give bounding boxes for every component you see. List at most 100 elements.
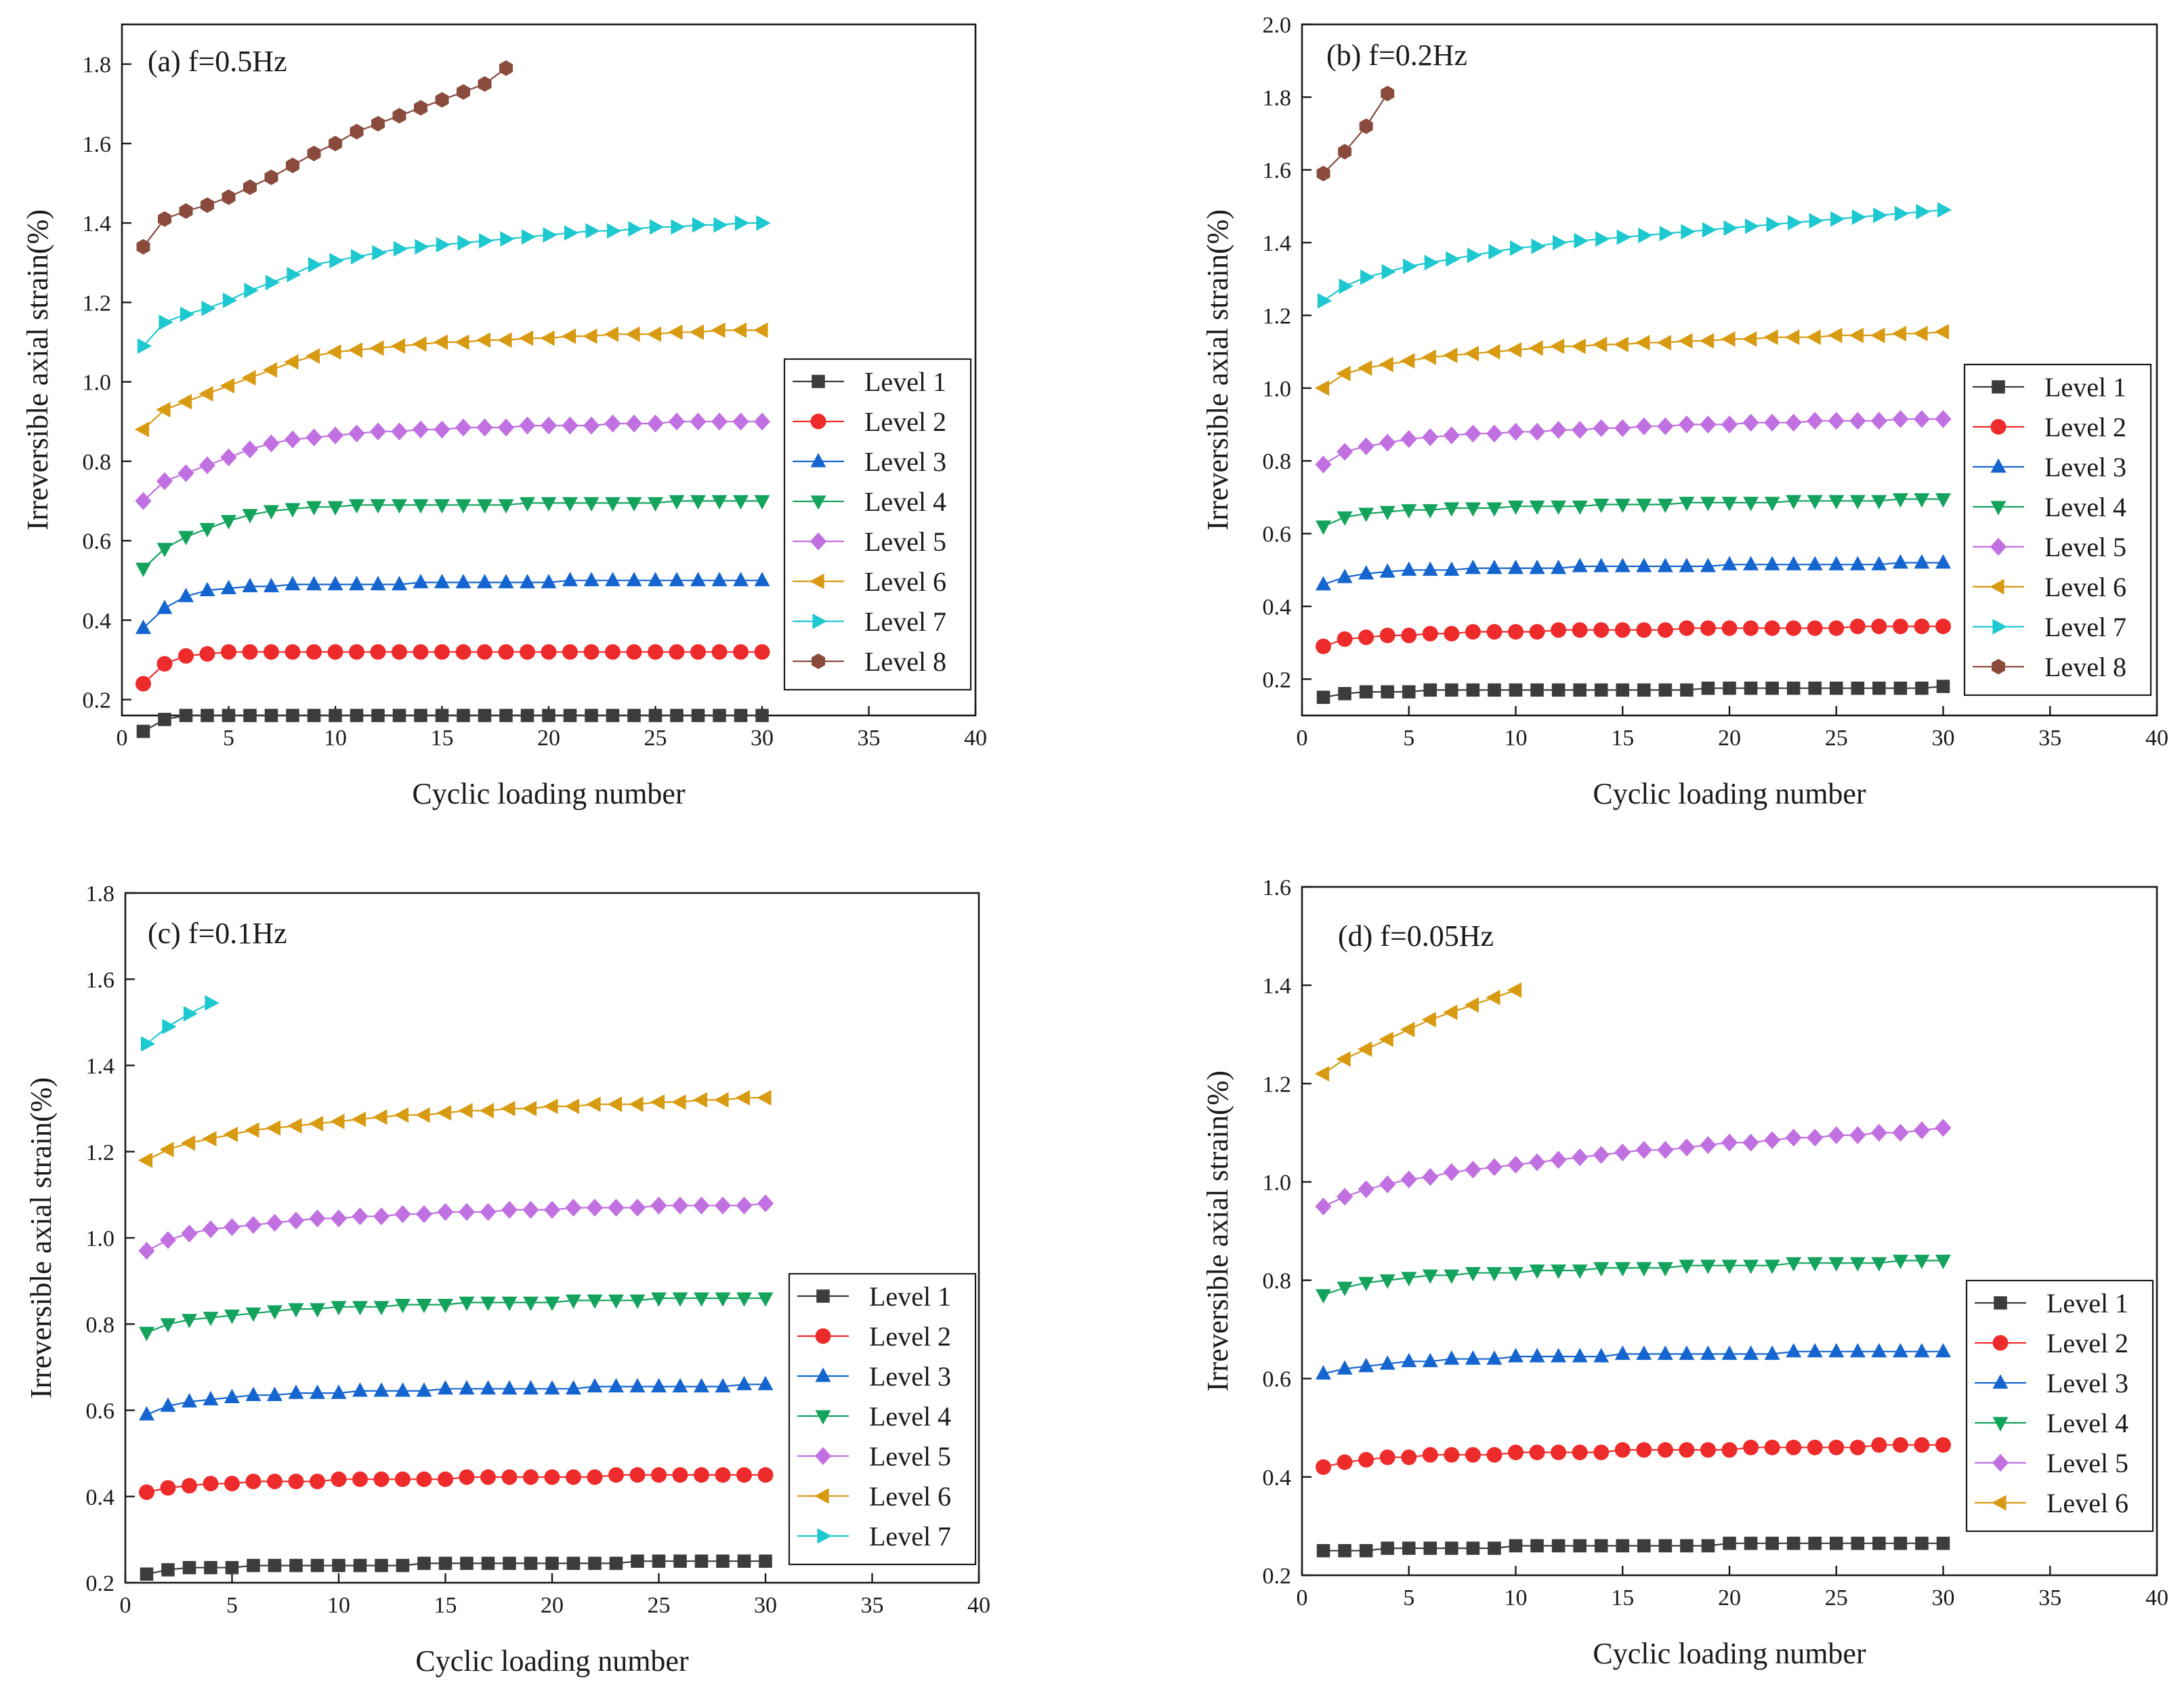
data-point xyxy=(221,579,236,594)
data-point xyxy=(522,1100,537,1117)
data-point xyxy=(138,1241,155,1260)
data-point xyxy=(285,644,301,660)
data-point xyxy=(1467,247,1482,264)
data-point xyxy=(1529,624,1545,640)
data-point xyxy=(1574,232,1589,249)
data-point xyxy=(716,1554,730,1568)
data-point xyxy=(1593,1348,1610,1363)
data-point xyxy=(1742,413,1759,432)
data-point xyxy=(373,1471,390,1487)
data-point xyxy=(1572,1264,1588,1279)
data-point xyxy=(480,1296,496,1312)
data-point xyxy=(608,1199,625,1217)
data-point xyxy=(371,709,385,722)
data-point xyxy=(1700,1345,1716,1360)
data-point xyxy=(625,326,640,342)
series-line xyxy=(1323,1350,1944,1375)
data-point xyxy=(1871,1257,1887,1272)
data-point xyxy=(267,1305,282,1320)
series-line xyxy=(1323,1127,1944,1207)
data-point xyxy=(649,219,665,235)
data-point xyxy=(1379,356,1393,373)
data-point xyxy=(288,1473,304,1489)
data-point xyxy=(198,386,213,402)
data-point xyxy=(330,1209,348,1228)
data-point xyxy=(668,324,683,340)
legend-marker xyxy=(812,613,827,629)
data-point xyxy=(1849,327,1864,344)
data-point xyxy=(373,1207,390,1226)
series-level-2 xyxy=(135,644,770,692)
data-point xyxy=(629,1467,646,1483)
data-point xyxy=(1915,1537,1929,1550)
series-level-4 xyxy=(139,1292,774,1342)
series-line xyxy=(142,651,762,684)
data-point xyxy=(1316,1459,1332,1475)
data-point xyxy=(711,644,728,660)
data-point xyxy=(286,709,299,722)
data-point xyxy=(737,1554,751,1568)
legend-marker xyxy=(1992,659,2005,675)
data-point xyxy=(1424,255,1439,271)
data-point xyxy=(241,370,256,386)
data-point xyxy=(459,1469,475,1485)
data-point xyxy=(331,1471,347,1487)
data-point xyxy=(371,116,385,132)
data-point xyxy=(1786,1439,1802,1455)
data-point xyxy=(1379,1031,1393,1047)
data-point xyxy=(672,1377,688,1393)
data-point xyxy=(715,1467,731,1483)
legend-marker xyxy=(816,1289,830,1303)
series-line xyxy=(1323,686,1944,699)
data-point xyxy=(566,1380,581,1395)
data-point xyxy=(694,1554,709,1568)
data-point xyxy=(1765,681,1779,695)
data-point xyxy=(1679,620,1695,636)
data-point xyxy=(478,76,492,92)
data-point xyxy=(415,1205,433,1224)
data-point xyxy=(437,1203,454,1221)
data-point xyxy=(1935,493,1951,508)
data-point xyxy=(264,505,279,520)
series-level-2 xyxy=(1316,1437,1951,1475)
data-point xyxy=(1358,629,1374,646)
data-point xyxy=(1807,1128,1824,1147)
data-point xyxy=(1466,1541,1480,1555)
data-point xyxy=(1637,683,1651,697)
series-line xyxy=(1322,989,1516,1075)
data-point xyxy=(392,108,406,124)
y-axis-title: Irreversible axial strain(%) xyxy=(1201,1071,1234,1392)
data-point xyxy=(1422,561,1438,576)
data-point xyxy=(1465,424,1482,443)
data-point xyxy=(1593,336,1608,352)
data-point xyxy=(393,241,408,257)
data-point xyxy=(566,1556,581,1571)
data-point xyxy=(1743,497,1759,512)
x-tick-label: 15 xyxy=(434,1593,457,1618)
data-point xyxy=(390,338,406,354)
y-tick-label: 1.8 xyxy=(1263,85,1292,110)
data-point xyxy=(330,1113,345,1129)
data-point xyxy=(714,1092,729,1108)
data-point xyxy=(350,709,364,722)
data-point xyxy=(243,179,257,195)
data-point xyxy=(736,1292,752,1307)
series-level-6 xyxy=(138,1089,772,1168)
data-point xyxy=(310,1384,325,1399)
data-point xyxy=(585,709,598,722)
data-point xyxy=(1422,1269,1438,1284)
y-tick-label: 0.4 xyxy=(1263,1466,1292,1491)
y-tick-label: 0.8 xyxy=(83,450,112,475)
data-point xyxy=(1636,558,1652,573)
data-point xyxy=(481,1556,495,1571)
data-point xyxy=(755,709,769,722)
data-point xyxy=(608,1377,624,1393)
data-point xyxy=(370,575,386,591)
data-point xyxy=(1702,222,1717,238)
data-point xyxy=(435,91,449,108)
data-point xyxy=(520,497,535,512)
data-point xyxy=(711,495,728,510)
series-line xyxy=(1323,562,1944,585)
data-point xyxy=(375,1558,388,1573)
legend-label: Level 4 xyxy=(2046,1408,2128,1438)
